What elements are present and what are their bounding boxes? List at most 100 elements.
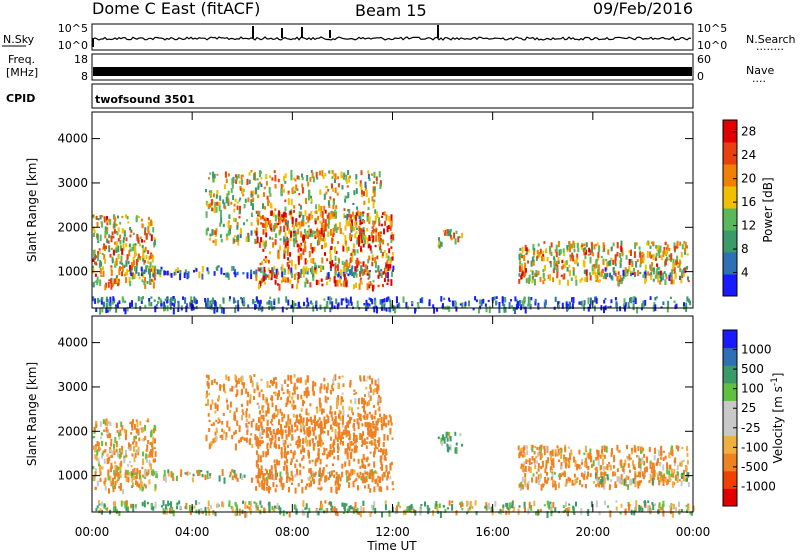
echo-cell <box>108 456 111 461</box>
echo-cell <box>314 236 317 239</box>
echo-cell <box>381 252 384 257</box>
echo-cell <box>263 192 265 197</box>
echo-cell <box>255 486 258 491</box>
echo-cell <box>93 229 96 234</box>
echo-cell <box>297 271 300 276</box>
echo-cell <box>502 505 505 511</box>
echo-cell <box>125 429 128 437</box>
echo-cell <box>205 434 208 442</box>
echo-cell <box>654 503 657 506</box>
echo-cell <box>297 248 300 253</box>
echo-cell <box>627 463 630 468</box>
echo-cell <box>332 447 335 453</box>
echo-cell <box>255 502 258 508</box>
echo-cell <box>263 485 266 491</box>
echo-cell <box>325 191 328 195</box>
echo-cell <box>313 415 316 419</box>
echo-cell <box>307 302 310 307</box>
echo-cell <box>386 485 389 491</box>
echo-cell <box>564 446 567 450</box>
echo-cell <box>193 269 195 273</box>
echo-cell <box>562 248 565 253</box>
echo-cell <box>141 438 144 441</box>
echo-cell <box>356 418 359 425</box>
echo-cell <box>325 464 328 467</box>
echo-cell <box>464 301 467 306</box>
echo-cell <box>305 436 307 444</box>
echo-cell <box>245 236 248 242</box>
echo-cell <box>667 300 670 308</box>
echo-cell <box>268 186 271 194</box>
echo-cell <box>285 212 287 218</box>
echo-cell <box>357 458 360 464</box>
echo-cell <box>117 245 120 253</box>
echo-cell <box>260 378 263 381</box>
echo-cell <box>185 502 188 510</box>
echo-cell <box>217 421 220 424</box>
echo-cell <box>257 267 260 272</box>
echo-cell <box>107 469 110 477</box>
echo-cell <box>606 464 609 471</box>
echo-cell <box>634 242 637 250</box>
echo-cell <box>613 471 616 475</box>
echo-cell <box>127 270 130 272</box>
echo-cell <box>283 465 286 471</box>
echo-cell <box>303 228 306 234</box>
echo-cell <box>340 401 343 406</box>
echo-cell <box>612 267 615 272</box>
echo-cell <box>358 215 361 219</box>
echo-cell <box>391 256 394 261</box>
echo-cell <box>274 505 276 509</box>
echo-cell <box>359 413 362 418</box>
echo-cell <box>649 462 652 469</box>
echo-cell <box>269 175 272 179</box>
echo-cell <box>308 468 311 473</box>
echo-cell <box>645 466 648 471</box>
echo-cell <box>514 296 517 302</box>
echo-cell <box>320 266 323 271</box>
echo-cell <box>348 433 351 441</box>
echo-cell <box>346 451 349 457</box>
echo-cell <box>255 474 258 479</box>
echo-cell <box>129 234 132 238</box>
echo-cell <box>377 400 380 406</box>
echo-cell <box>269 427 272 433</box>
echo-cell <box>135 480 137 485</box>
echo-cell <box>686 459 689 465</box>
echo-cell <box>285 421 288 428</box>
echo-cell <box>624 302 627 307</box>
echo-cell <box>261 215 264 220</box>
echo-cell <box>173 271 176 276</box>
echo-cell <box>669 464 672 470</box>
echo-cell <box>347 273 350 277</box>
echo-cell <box>277 249 280 254</box>
echo-cell <box>532 256 535 259</box>
echo-cell <box>180 469 183 476</box>
echo-cell <box>252 190 255 195</box>
echo-cell <box>274 376 277 380</box>
echo-cell <box>340 171 343 179</box>
echo-cell <box>660 275 663 282</box>
echo-cell <box>668 274 671 281</box>
echo-cell <box>223 383 225 391</box>
echo-cell <box>135 474 138 478</box>
echo-cell <box>603 445 606 452</box>
echo-cell <box>445 431 448 439</box>
echo-cell <box>171 507 174 514</box>
echo-cell <box>275 274 278 279</box>
echo-cell <box>266 195 269 200</box>
echo-cell <box>314 267 317 271</box>
echo-cell <box>337 484 340 491</box>
echo-cell <box>373 461 376 468</box>
echo-cell <box>531 279 534 284</box>
echo-cell <box>323 242 326 248</box>
echo-cell <box>624 459 627 466</box>
echo-cell <box>499 508 502 512</box>
echo-cell <box>314 423 316 431</box>
echo-cell <box>252 203 254 211</box>
echo-cell <box>92 214 94 218</box>
echo-cell <box>263 186 266 190</box>
echo-cell <box>189 510 192 515</box>
echo-cell <box>351 225 354 232</box>
echo-cell <box>340 283 343 287</box>
